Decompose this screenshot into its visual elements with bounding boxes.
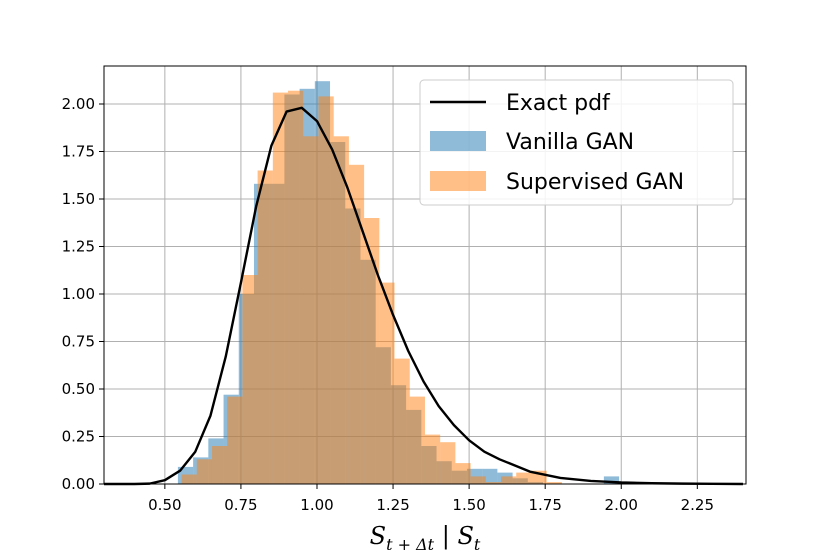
x-tick-label: 2.25 bbox=[681, 496, 714, 514]
vanilla-gan-bar bbox=[482, 468, 498, 484]
supervised-gan-bar bbox=[424, 434, 441, 484]
x-axis-label-bar: | bbox=[434, 522, 457, 551]
supervised-gan-bar bbox=[303, 136, 319, 485]
supervised-gan-bar bbox=[181, 474, 197, 484]
x-axis-label: St + Δt | St bbox=[370, 522, 481, 554]
supervised-gan-bar bbox=[318, 96, 334, 485]
x-axis-ticks: 0.50 0.75 1.00 1.25 1.50 1.75 2.00 2.25 bbox=[148, 484, 714, 514]
supervised-gan-bar bbox=[348, 164, 365, 485]
supervised-gan-bar bbox=[516, 472, 532, 484]
supervised-gan-bar bbox=[470, 476, 486, 484]
x-tick-label: 0.75 bbox=[224, 496, 257, 514]
supervised-gan-bar bbox=[546, 482, 562, 484]
y-axis-ticks: 0.00 0.25 0.50 0.75 1.00 1.25 1.50 1.75 2.00 bbox=[62, 95, 104, 493]
supervised-gan-bar bbox=[485, 482, 502, 484]
legend-label-exact-pdf: Exact pdf bbox=[506, 91, 611, 116]
legend-box bbox=[419, 79, 734, 206]
x-axis-label-s2: S bbox=[457, 522, 473, 550]
supervised-gan-bar bbox=[394, 358, 410, 484]
y-tick-label: 1.75 bbox=[62, 143, 95, 161]
supervised-gan-bar bbox=[440, 442, 456, 484]
vanilla-gan-bar bbox=[603, 476, 620, 484]
supervised-gan-bar bbox=[455, 463, 471, 484]
y-tick-label: 1.25 bbox=[62, 238, 95, 256]
legend-swatch-vanilla-gan bbox=[430, 131, 486, 151]
x-tick-label: 2.00 bbox=[605, 496, 638, 514]
supervised-gan-bar bbox=[288, 90, 304, 484]
supervised-gan-bar bbox=[409, 396, 425, 484]
exact-pdf-line bbox=[104, 106, 743, 486]
supervised-gan-bar bbox=[227, 396, 243, 484]
supervised-gan-bar bbox=[257, 170, 273, 484]
x-axis-label-sub2: t bbox=[474, 535, 481, 554]
supervised-gan-bar bbox=[211, 446, 228, 484]
y-tick-label: 0.25 bbox=[62, 428, 95, 446]
legend-swatch-supervised-gan bbox=[430, 171, 486, 191]
x-axis-label-s1: S bbox=[370, 522, 386, 550]
y-tick-label: 2.00 bbox=[62, 95, 95, 113]
y-tick-label: 0.50 bbox=[62, 380, 95, 398]
supervised-gan-bar bbox=[333, 136, 349, 485]
y-tick-label: 1.50 bbox=[62, 190, 95, 208]
x-tick-label: 1.25 bbox=[376, 496, 409, 514]
supervised-gan-bar bbox=[242, 275, 258, 484]
y-tick-label: 1.00 bbox=[62, 285, 95, 303]
x-axis-label-sub1: t + Δt bbox=[386, 535, 435, 554]
y-tick-label: 0.75 bbox=[62, 333, 95, 351]
legend: Exact pdf Vanilla GAN Supervised GAN bbox=[419, 79, 734, 206]
x-tick-label: 1.00 bbox=[300, 496, 333, 514]
y-tick-label: 0.00 bbox=[62, 475, 95, 493]
supervised-gan-bar bbox=[379, 282, 395, 484]
x-tick-label: 1.75 bbox=[528, 496, 561, 514]
supervised-gan-bar bbox=[501, 476, 517, 484]
supervised-gan-bar bbox=[196, 459, 212, 484]
supervised-gan-bar bbox=[364, 218, 380, 484]
x-tick-label: 0.50 bbox=[148, 496, 181, 514]
supervised-gan-bar bbox=[272, 92, 289, 484]
supervised-gan-bars bbox=[181, 90, 562, 485]
plot-frame bbox=[103, 65, 747, 485]
legend-label-vanilla-gan: Vanilla GAN bbox=[506, 130, 634, 155]
x-tick-label: 1.50 bbox=[452, 496, 485, 514]
legend-label-supervised-gan: Supervised GAN bbox=[506, 170, 684, 195]
